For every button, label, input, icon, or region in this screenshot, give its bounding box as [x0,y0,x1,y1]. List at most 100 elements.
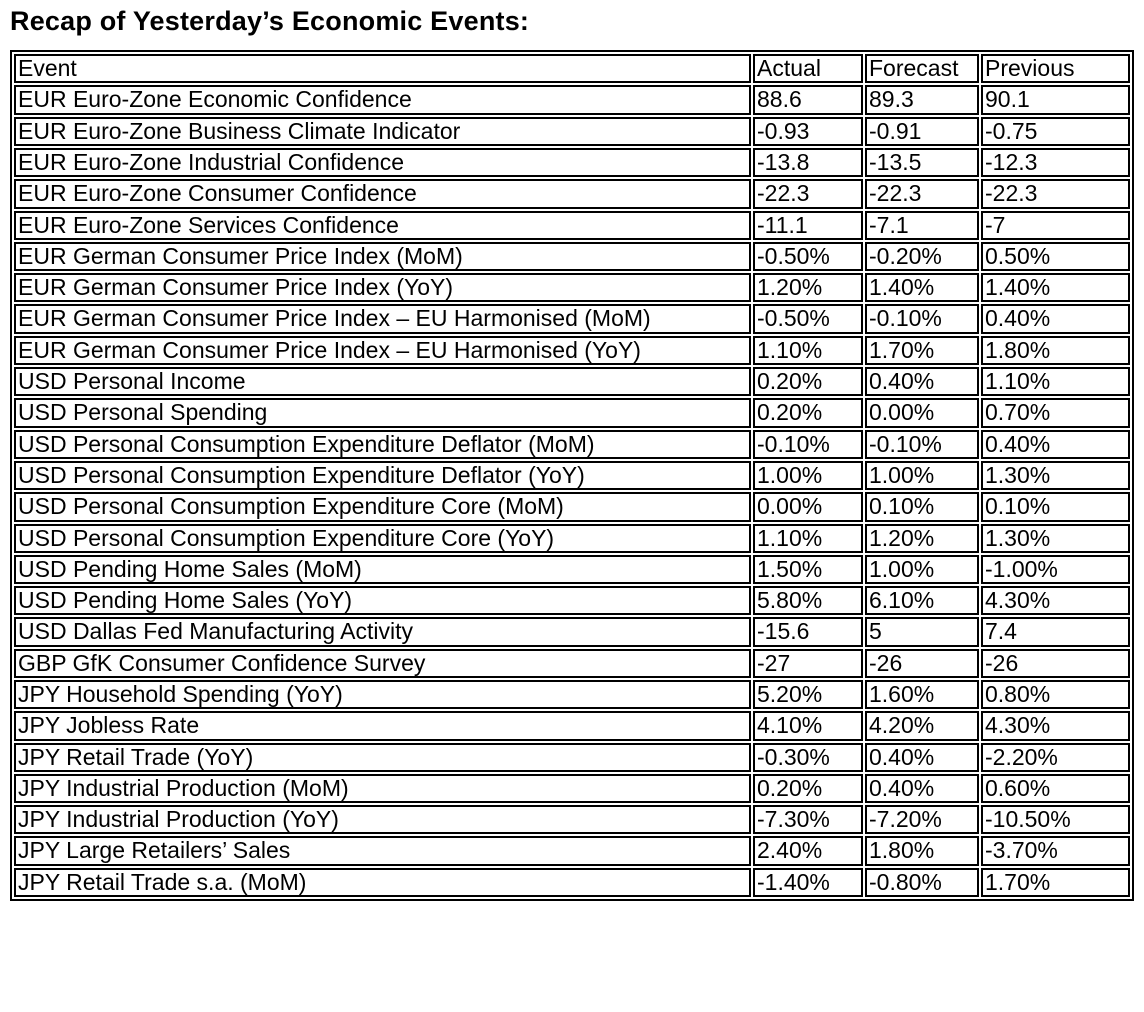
previous-cell: 90.1 [981,85,1130,115]
actual-cell: -27 [753,648,863,678]
event-cell: USD Personal Consumption Expenditure Def… [14,429,751,459]
actual-cell: -0.30% [753,742,863,772]
previous-cell: -12.3 [981,147,1130,178]
previous-cell: -0.75 [981,116,1130,146]
forecast-cell: 89.3 [865,85,979,115]
event-cell: EUR Euro-Zone Economic Confidence [14,85,751,115]
table-row: USD Personal Consumption Expenditure Def… [14,429,1130,459]
forecast-cell: -26 [865,648,979,678]
actual-cell: 1.20% [753,273,863,303]
table-row: EUR German Consumer Price Index – EU Har… [14,335,1130,366]
previous-cell: -2.20% [981,742,1130,772]
table-row: JPY Household Spending (YoY) 5.20% 1.60%… [14,679,1130,710]
forecast-cell: 6.10% [865,586,979,616]
actual-cell: -15.6 [753,617,863,647]
previous-cell: 0.40% [981,429,1130,459]
table-row: EUR Euro-Zone Economic Confidence 88.6 8… [14,85,1130,115]
table-row: USD Personal Consumption Expenditure Cor… [14,492,1130,522]
event-cell: USD Pending Home Sales (MoM) [14,554,751,585]
event-cell: EUR German Consumer Price Index (MoM) [14,241,751,272]
forecast-cell: -0.20% [865,241,979,272]
previous-cell: -1.00% [981,554,1130,585]
previous-cell: 4.30% [981,586,1130,616]
actual-cell: -0.10% [753,429,863,459]
table-row: JPY Large Retailers’ Sales 2.40% 1.80% -… [14,836,1130,866]
table-row: JPY Jobless Rate 4.10% 4.20% 4.30% [14,711,1130,741]
event-cell: EUR German Consumer Price Index – EU Har… [14,335,751,366]
actual-cell: 88.6 [753,85,863,115]
previous-cell: 0.10% [981,492,1130,522]
table-row: USD Personal Income 0.20% 0.40% 1.10% [14,367,1130,397]
table-row: JPY Retail Trade (YoY) -0.30% 0.40% -2.2… [14,742,1130,772]
previous-cell: 0.60% [981,773,1130,804]
event-cell: USD Personal Income [14,367,751,397]
forecast-cell: 1.70% [865,335,979,366]
forecast-cell: -7.1 [865,210,979,240]
table-row: EUR Euro-Zone Business Climate Indicator… [14,116,1130,146]
table-row: JPY Industrial Production (MoM) 0.20% 0.… [14,773,1130,804]
event-cell: JPY Industrial Production (MoM) [14,773,751,804]
forecast-cell: -7.20% [865,805,979,835]
actual-cell: 1.10% [753,523,863,553]
previous-cell: 1.30% [981,523,1130,553]
table-row: EUR Euro-Zone Industrial Confidence -13.… [14,147,1130,178]
forecast-cell: -0.10% [865,304,979,334]
actual-cell: 0.20% [753,773,863,804]
event-cell: GBP GfK Consumer Confidence Survey [14,648,751,678]
table-row: GBP GfK Consumer Confidence Survey -27 -… [14,648,1130,678]
actual-cell: 0.00% [753,492,863,522]
actual-cell: 5.20% [753,679,863,710]
table-row: EUR German Consumer Price Index (MoM) -0… [14,241,1130,272]
actual-cell: -22.3 [753,179,863,209]
page-title: Recap of Yesterday’s Economic Events: [10,6,530,36]
event-cell: USD Personal Consumption Expenditure Def… [14,460,751,491]
forecast-cell: -22.3 [865,179,979,209]
table-row: USD Personal Consumption Expenditure Cor… [14,523,1130,553]
actual-cell: -0.50% [753,304,863,334]
event-cell: USD Personal Consumption Expenditure Cor… [14,492,751,522]
actual-cell: -13.8 [753,147,863,178]
table-row: EUR German Consumer Price Index (YoY) 1.… [14,273,1130,303]
table-row: JPY Retail Trade s.a. (MoM) -1.40% -0.80… [14,867,1130,898]
actual-cell: -7.30% [753,805,863,835]
forecast-cell: 1.40% [865,273,979,303]
actual-cell: 1.00% [753,460,863,491]
table-row: EUR Euro-Zone Consumer Confidence -22.3 … [14,179,1130,209]
table-row: USD Pending Home Sales (YoY) 5.80% 6.10%… [14,586,1130,616]
event-cell: EUR Euro-Zone Services Confidence [14,210,751,240]
forecast-cell: 1.00% [865,554,979,585]
previous-cell: 1.30% [981,460,1130,491]
column-header-forecast: Forecast [865,54,979,84]
previous-cell: 1.80% [981,335,1130,366]
actual-cell: 0.20% [753,398,863,428]
forecast-cell: 1.60% [865,679,979,710]
previous-cell: 0.80% [981,679,1130,710]
forecast-cell: 0.10% [865,492,979,522]
table-row: EUR German Consumer Price Index – EU Har… [14,304,1130,334]
event-cell: JPY Household Spending (YoY) [14,679,751,710]
previous-cell: -3.70% [981,836,1130,866]
column-header-actual: Actual [753,54,863,84]
actual-cell: 5.80% [753,586,863,616]
event-cell: USD Pending Home Sales (YoY) [14,586,751,616]
forecast-cell: -0.10% [865,429,979,459]
forecast-cell: 1.00% [865,460,979,491]
forecast-cell: 4.20% [865,711,979,741]
event-cell: JPY Retail Trade s.a. (MoM) [14,867,751,898]
actual-cell: 4.10% [753,711,863,741]
event-cell: EUR Euro-Zone Business Climate Indicator [14,116,751,146]
event-cell: JPY Retail Trade (YoY) [14,742,751,772]
forecast-cell: 0.40% [865,742,979,772]
actual-cell: -0.93 [753,116,863,146]
event-cell: EUR Euro-Zone Consumer Confidence [14,179,751,209]
actual-cell: 2.40% [753,836,863,866]
event-cell: JPY Large Retailers’ Sales [14,836,751,866]
previous-cell: 4.30% [981,711,1130,741]
table-body: EUR Euro-Zone Economic Confidence 88.6 8… [14,85,1130,898]
forecast-cell: 1.80% [865,836,979,866]
forecast-cell: 5 [865,617,979,647]
table-row: USD Dallas Fed Manufacturing Activity -1… [14,617,1130,647]
forecast-cell: 0.40% [865,367,979,397]
event-cell: JPY Jobless Rate [14,711,751,741]
